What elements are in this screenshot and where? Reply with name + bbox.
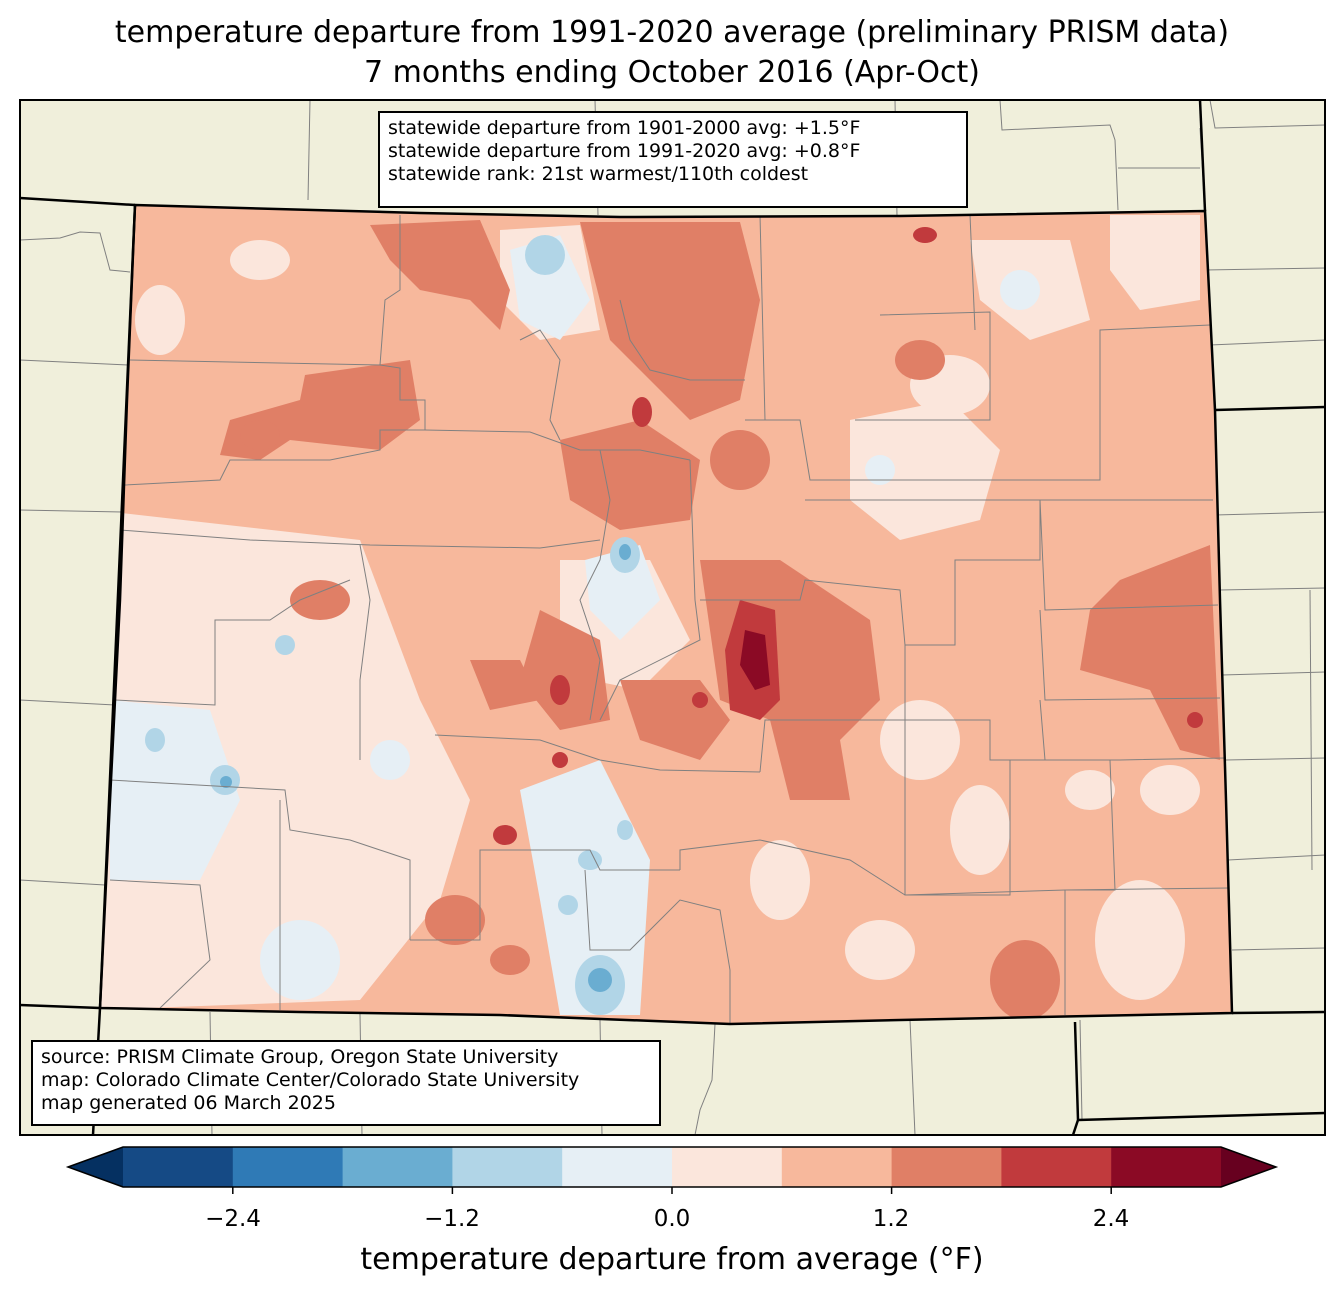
colorbar-tick-label: −2.4	[205, 1206, 261, 1232]
source-line-1: source: PRISM Climate Group, Oregon Stat…	[41, 1046, 559, 1068]
source-line-3: map generated 06 March 2025	[41, 1092, 336, 1114]
colorbar-bin	[1111, 1147, 1222, 1187]
colorbar-label: temperature departure from average (°F)	[360, 1242, 984, 1277]
colorbar-outline	[65, 1146, 1279, 1188]
colorbar-bin	[562, 1147, 673, 1187]
stats-line-2: statewide departure from 1991-2020 avg: …	[388, 140, 861, 162]
colorbar-bin	[123, 1147, 234, 1187]
stats-line-1: statewide departure from 1901-2000 avg: …	[388, 117, 861, 139]
temperature-field	[100, 205, 1232, 1024]
stats-line-3: statewide rank: 21st warmest/110th colde…	[388, 163, 809, 185]
colorbar-extend-high	[1221, 1147, 1276, 1187]
colorbar-bin	[232, 1147, 344, 1187]
colorbar-bin	[781, 1147, 893, 1187]
county-lines	[109, 214, 1231, 1024]
colorbar-tick-label: 2.4	[1092, 1206, 1130, 1232]
colorbar	[65, 1146, 1279, 1194]
map-border	[19, 99, 1326, 1136]
colorbar-bin	[891, 1147, 1002, 1187]
statewide-stats-box: statewide departure from 1901-2000 avg: …	[378, 111, 968, 208]
colorbar-tick-label: 1.2	[872, 1206, 910, 1232]
source-line-2: map: Colorado Climate Center/Colorado St…	[41, 1069, 580, 1091]
colorbar-tick-label: 0.0	[653, 1206, 691, 1232]
colorbar-bin	[452, 1147, 563, 1187]
map-title-line-1: temperature departure from 1991-2020 ave…	[114, 15, 1230, 50]
colorbar-bin	[342, 1147, 453, 1187]
colorbar-tick-label: −1.2	[424, 1206, 480, 1232]
map-title-line-2: 7 months ending October 2016 (Apr-Oct)	[364, 55, 980, 90]
colorbar-extend-low	[68, 1147, 123, 1187]
source-box: source: PRISM Climate Group, Oregon Stat…	[31, 1040, 661, 1126]
colorbar-bin	[1001, 1147, 1112, 1187]
colorbar-bin	[672, 1147, 783, 1187]
